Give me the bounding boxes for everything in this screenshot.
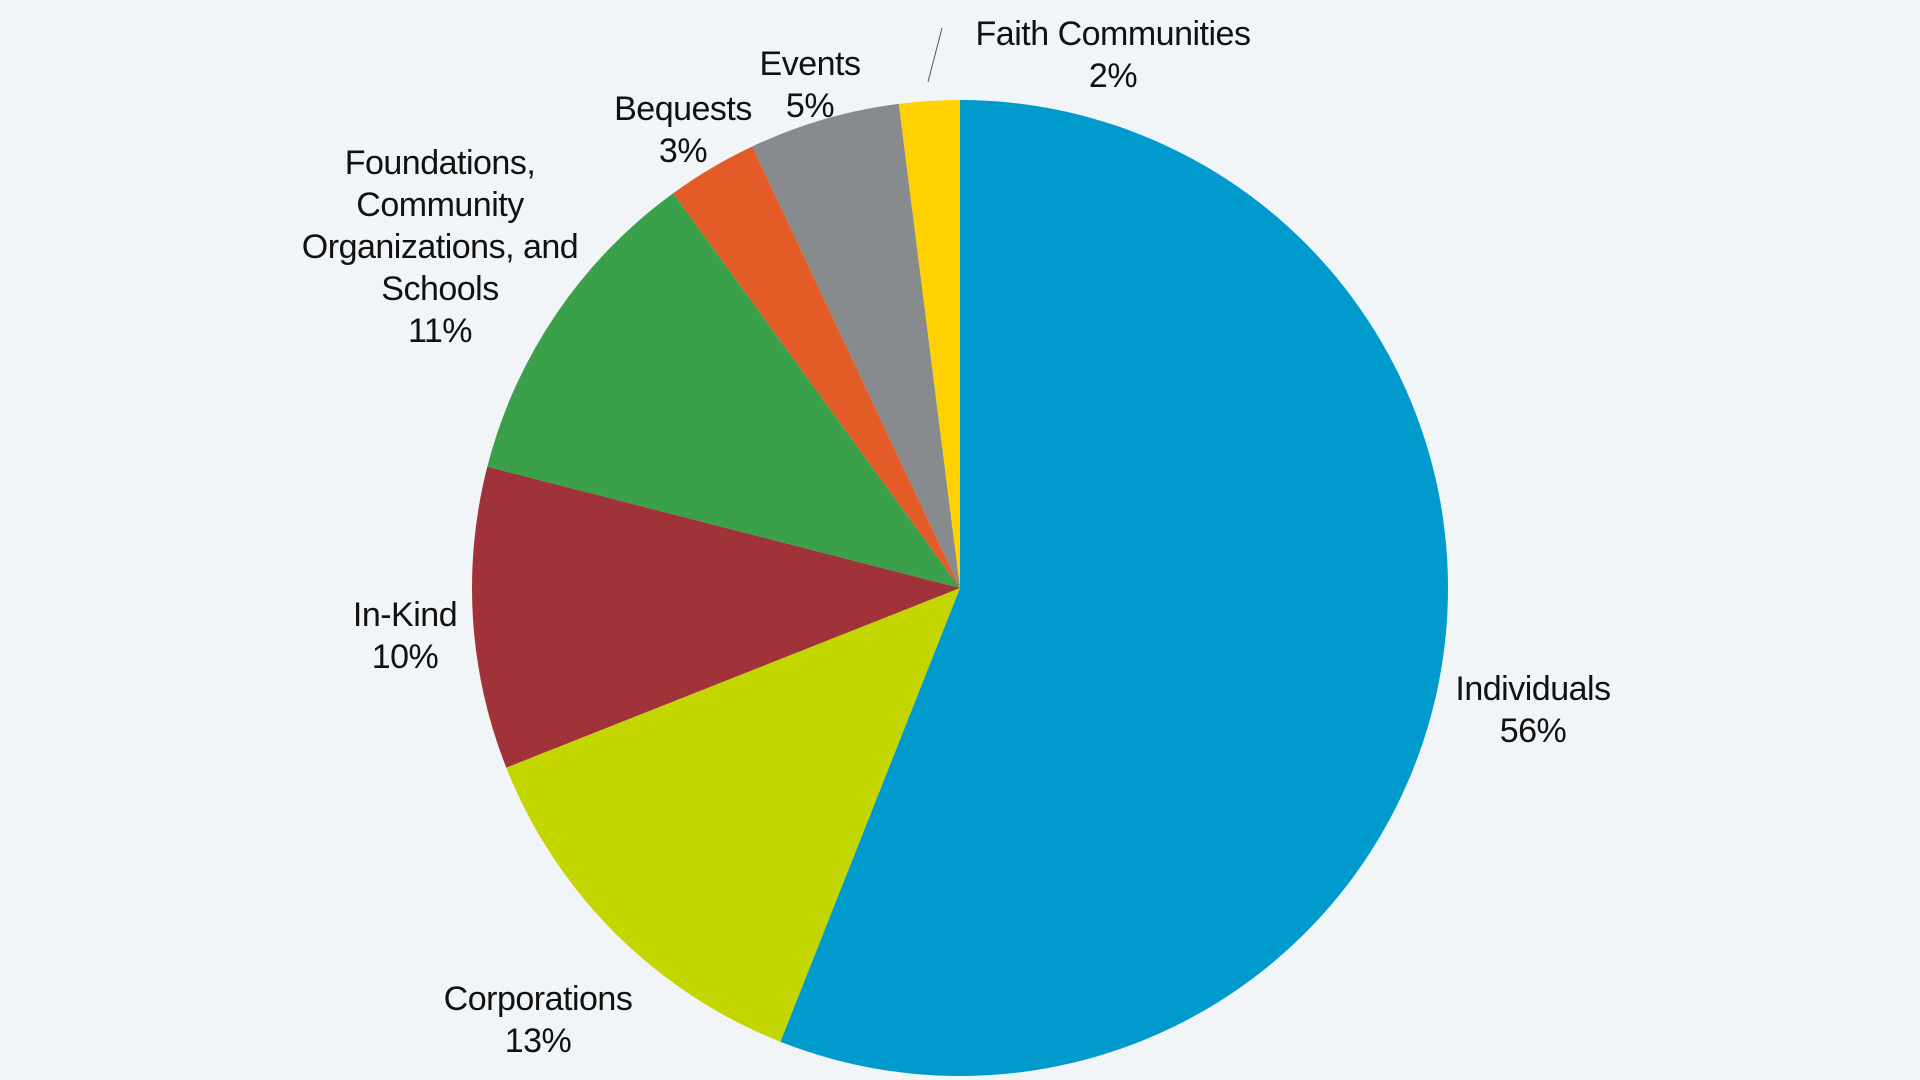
slice-value-label: 56%	[1500, 712, 1567, 750]
pie-slice-corporations	[506, 588, 960, 1042]
pie-slice-faith-communities	[898, 100, 960, 588]
slice-value-label: 11%	[408, 312, 472, 350]
slice-category-label: Corporations	[444, 980, 633, 1018]
leader-line-faith-communities	[927, 27, 943, 83]
leader-lines-layer	[927, 27, 943, 83]
slice-category-label: Foundations,	[345, 144, 536, 182]
slice-value-label: 10%	[372, 638, 439, 676]
slice-value-label: 3%	[659, 132, 707, 170]
slice-category-label: Bequests	[614, 90, 752, 128]
pie-slice-events	[752, 103, 960, 588]
slice-label-individuals: Individuals 56%	[1455, 670, 1610, 750]
slice-label-bequests: Bequests 3%	[614, 90, 752, 170]
slices-layer	[472, 100, 1449, 1076]
pie-slice-in-kind	[472, 466, 960, 768]
slice-category-label: In-Kind	[353, 596, 457, 634]
slice-category-label: Faith Communities	[976, 15, 1251, 53]
slice-category-label: Individuals	[1455, 670, 1610, 708]
pie-slice-foundations-community-organizations-and-schools	[487, 193, 960, 588]
slice-category-label: Organizations, and	[302, 228, 578, 266]
slice-label-events: Events 5%	[760, 45, 861, 125]
slice-category-label: Schools	[381, 270, 498, 308]
labels-layer: Individuals 56% Corporations 13% In-Kind 10% F…	[302, 15, 1611, 1060]
slice-label-in-kind: In-Kind 10%	[353, 596, 457, 676]
slice-category-label: Events	[760, 45, 861, 83]
slice-label-foundations-community-organizations-and-schools: Foundations, Community Organizations, and S…	[302, 144, 578, 350]
slice-value-label: 5%	[786, 87, 834, 125]
slice-label-faith-communities: Faith Communities 2%	[976, 15, 1251, 95]
slice-value-label: 13%	[505, 1022, 572, 1060]
pie-slice-bequests	[673, 146, 960, 588]
slice-label-corporations: Corporations 13%	[444, 980, 633, 1060]
pie-slice-individuals	[780, 100, 1449, 1076]
slice-category-label: Community	[356, 186, 524, 224]
slice-value-label: 2%	[1089, 57, 1137, 95]
